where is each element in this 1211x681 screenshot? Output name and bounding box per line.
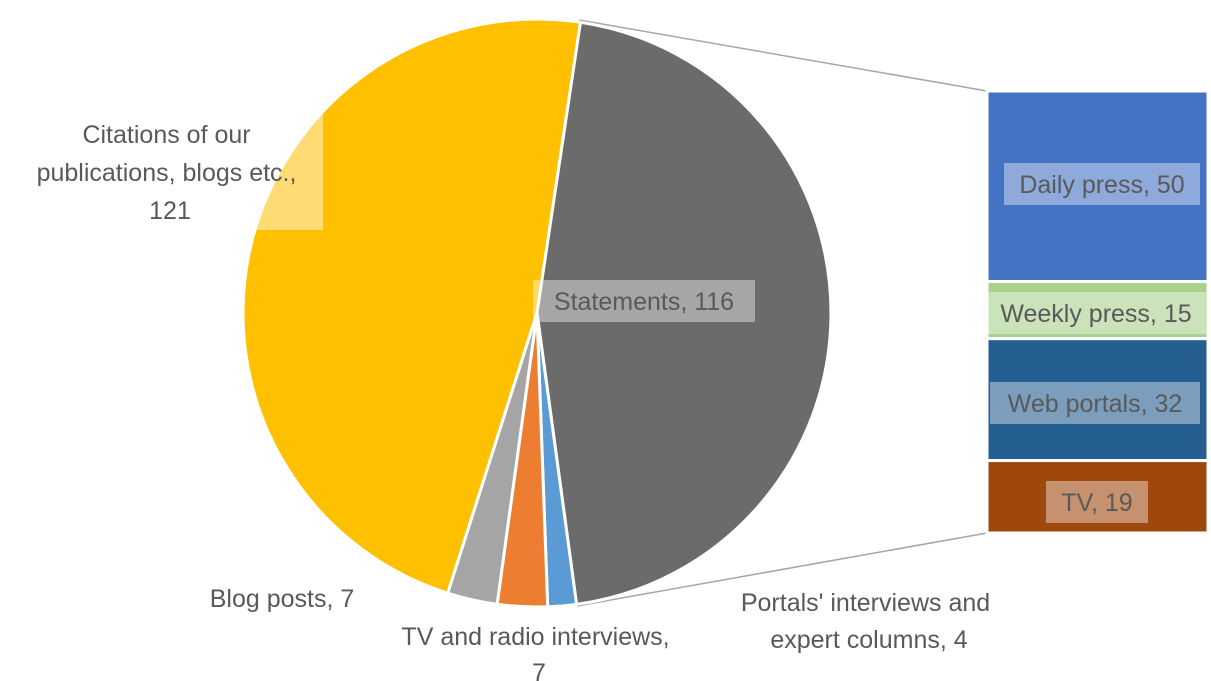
label-bg-citations: [251, 112, 323, 230]
label-bg-weekly-press: [986, 292, 1206, 334]
label-web-portals: Web portals, 32: [1008, 390, 1183, 418]
label-tv-radio-interviews: TV and radio interviews, 7: [401, 623, 676, 681]
bar-segment-tv: [985, 459, 1210, 535]
label-blog-posts: Blog posts, 7: [210, 585, 355, 613]
label-bg-statements: [533, 280, 755, 322]
pie: [241, 17, 833, 609]
breakdown-bar: [985, 89, 1210, 535]
label-portals-interviews: Portals' interviews and expert columns, …: [741, 589, 997, 654]
connector-line-top: [578, 19, 988, 92]
bar-segment-weekly-press: [985, 280, 1210, 341]
label-bg-daily-press: [1004, 163, 1200, 205]
slice-statements: [535, 20, 833, 607]
label-weekly-press: Weekly press, 15: [1000, 300, 1191, 328]
slice-citations: [241, 17, 583, 596]
label-bg-tv: [1046, 481, 1148, 523]
label-tv: TV, 19: [1061, 489, 1132, 517]
label-citations: Citations of our publications, blogs etc…: [37, 121, 304, 225]
label-daily-press: Daily press, 50: [1019, 171, 1184, 199]
connector-line-bottom: [576, 532, 988, 607]
label-statements: Statements, 116: [554, 288, 734, 316]
slice-blog-posts: [445, 312, 539, 606]
bar-segment-web-portals: [985, 337, 1210, 463]
label-bg-web-portals: [990, 382, 1200, 424]
bar-segment-daily-press: [985, 89, 1210, 284]
